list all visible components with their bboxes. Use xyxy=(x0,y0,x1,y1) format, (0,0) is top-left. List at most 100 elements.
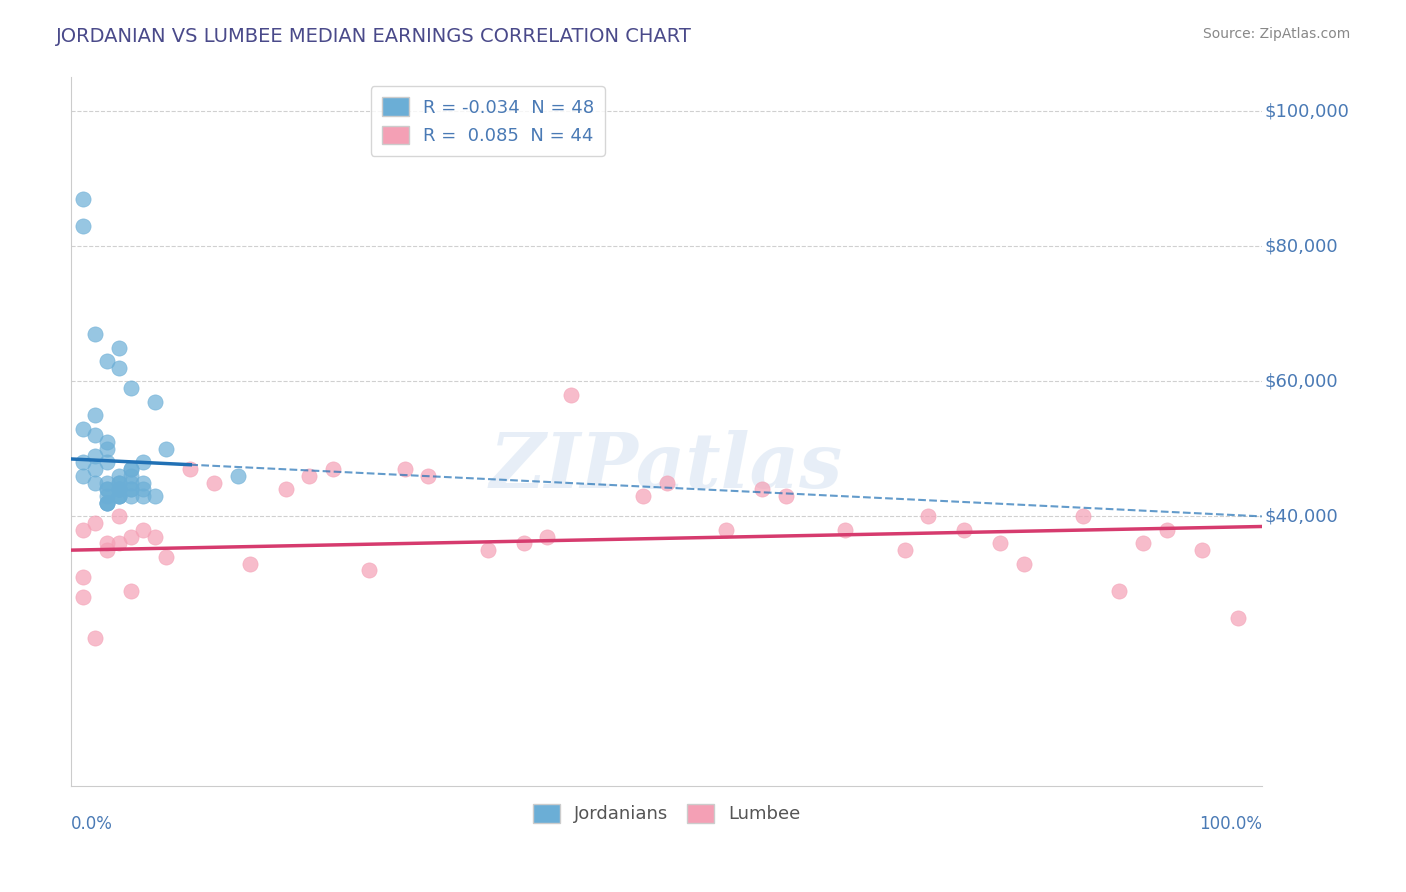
Point xyxy=(72,192,94,206)
Point xyxy=(155,442,177,456)
Point xyxy=(108,341,131,355)
Point xyxy=(322,462,344,476)
Point xyxy=(84,516,107,530)
Point xyxy=(108,360,131,375)
Point xyxy=(120,483,142,497)
Text: JORDANIAN VS LUMBEE MEDIAN EARNINGS CORRELATION CHART: JORDANIAN VS LUMBEE MEDIAN EARNINGS CORR… xyxy=(56,27,692,45)
Point xyxy=(72,421,94,435)
Point xyxy=(96,455,118,469)
Text: Source: ZipAtlas.com: Source: ZipAtlas.com xyxy=(1202,27,1350,41)
Point xyxy=(988,536,1011,550)
Point xyxy=(143,489,166,503)
Point xyxy=(239,557,262,571)
Point xyxy=(179,462,201,476)
Point xyxy=(560,388,582,402)
Point xyxy=(893,543,915,558)
Point xyxy=(202,475,225,490)
Point xyxy=(917,509,939,524)
Point xyxy=(131,455,153,469)
Point xyxy=(631,489,654,503)
Point xyxy=(714,523,737,537)
Point xyxy=(96,435,118,450)
Point xyxy=(120,489,142,503)
Point xyxy=(655,475,678,490)
Point xyxy=(108,536,131,550)
Point xyxy=(96,483,118,497)
Point xyxy=(84,475,107,490)
Point xyxy=(96,496,118,510)
Point xyxy=(143,530,166,544)
Point xyxy=(120,475,142,490)
Point xyxy=(108,475,131,490)
Point xyxy=(131,475,153,490)
Text: 100.0%: 100.0% xyxy=(1199,815,1261,833)
Point xyxy=(155,549,177,564)
Point xyxy=(120,462,142,476)
Point xyxy=(1156,523,1178,537)
Point xyxy=(84,408,107,422)
Text: $60,000: $60,000 xyxy=(1264,372,1337,391)
Point xyxy=(536,530,558,544)
Point xyxy=(953,523,976,537)
Point xyxy=(274,483,297,497)
Point xyxy=(72,455,94,469)
Point xyxy=(1071,509,1094,524)
Text: 0.0%: 0.0% xyxy=(72,815,112,833)
Point xyxy=(108,483,131,497)
Point xyxy=(477,543,499,558)
Point xyxy=(512,536,534,550)
Point xyxy=(357,563,380,577)
Point xyxy=(108,483,131,497)
Point xyxy=(84,449,107,463)
Point xyxy=(226,468,249,483)
Point xyxy=(131,483,153,497)
Point xyxy=(96,475,118,490)
Point xyxy=(131,523,153,537)
Point xyxy=(84,326,107,341)
Point xyxy=(108,489,131,503)
Point xyxy=(96,483,118,497)
Point xyxy=(72,219,94,233)
Point xyxy=(108,509,131,524)
Point xyxy=(120,530,142,544)
Text: ZIPatlas: ZIPatlas xyxy=(489,431,844,504)
Point xyxy=(120,583,142,598)
Point xyxy=(108,468,131,483)
Point xyxy=(120,468,142,483)
Point xyxy=(84,428,107,442)
Point xyxy=(108,489,131,503)
Point xyxy=(143,394,166,409)
Point xyxy=(96,496,118,510)
Point xyxy=(72,468,94,483)
Point xyxy=(120,462,142,476)
Point xyxy=(120,483,142,497)
Point xyxy=(84,631,107,645)
Point xyxy=(775,489,797,503)
Point xyxy=(72,570,94,584)
Text: $100,000: $100,000 xyxy=(1264,103,1348,120)
Point xyxy=(96,496,118,510)
Point xyxy=(131,489,153,503)
Text: $40,000: $40,000 xyxy=(1264,508,1339,525)
Point xyxy=(108,489,131,503)
Point xyxy=(96,543,118,558)
Point xyxy=(1191,543,1213,558)
Point xyxy=(72,523,94,537)
Point xyxy=(96,442,118,456)
Point xyxy=(96,354,118,368)
Point xyxy=(84,462,107,476)
Point xyxy=(72,591,94,605)
Legend: Jordanians, Lumbee: Jordanians, Lumbee xyxy=(522,793,811,834)
Point xyxy=(394,462,416,476)
Point xyxy=(1108,583,1130,598)
Point xyxy=(751,483,773,497)
Point xyxy=(120,381,142,395)
Point xyxy=(418,468,440,483)
Text: $80,000: $80,000 xyxy=(1264,237,1337,255)
Point xyxy=(108,475,131,490)
Point xyxy=(298,468,321,483)
Point xyxy=(834,523,856,537)
Point xyxy=(96,536,118,550)
Point xyxy=(1226,610,1249,624)
Point xyxy=(96,489,118,503)
